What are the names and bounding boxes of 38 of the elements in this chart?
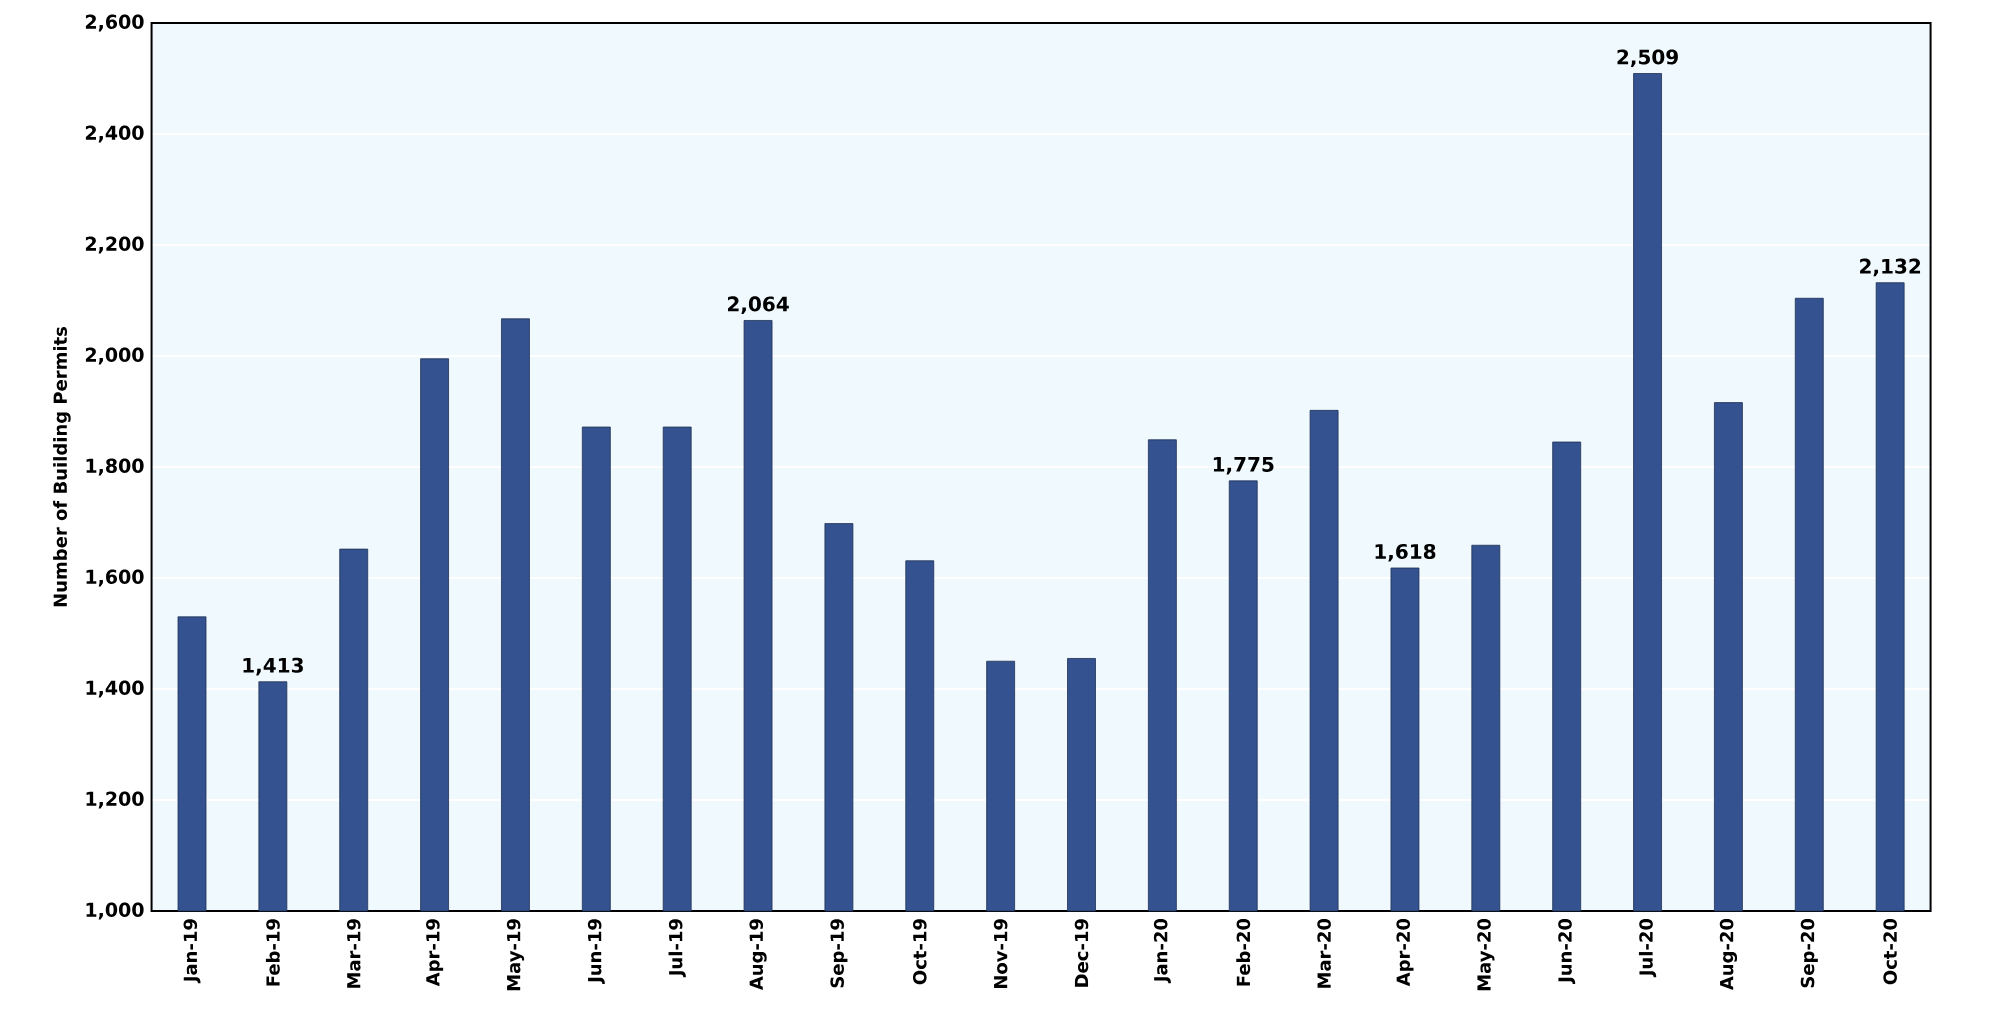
- x-tick-label: Mar-19: [346, 919, 361, 988]
- data-label: 2,064: [727, 296, 789, 315]
- data-label: 2,132: [1860, 258, 1921, 277]
- x-tick-label: Oct-19: [912, 919, 927, 985]
- x-tick-label: Jul-20: [1638, 918, 1657, 978]
- x-tick-label: Apr-19: [426, 919, 444, 987]
- x-tick-label: Jan-20: [1153, 918, 1171, 984]
- data-label: 1,775: [1213, 457, 1274, 475]
- y-axis-title: Number of Building Permits: [53, 326, 71, 607]
- y-tick-label: 2,400: [85, 125, 144, 143]
- y-tick-label: 1,600: [86, 569, 144, 587]
- x-tick-label: Nov-19: [993, 919, 1008, 989]
- y-tick-label: 2,000: [85, 347, 144, 365]
- y-tick-label: 1,200: [86, 791, 144, 809]
- x-tick-label: Jun-20: [1558, 918, 1576, 984]
- x-tick-label: Sep-20: [1800, 918, 1818, 988]
- y-tick-label: 2,200: [85, 236, 144, 254]
- x-tick-label: Jan-19: [183, 919, 201, 984]
- x-tick-label: Jun-19: [587, 919, 605, 984]
- y-tick-label: 1,800: [86, 458, 144, 476]
- x-tick-label: Jul-19: [668, 919, 686, 978]
- x-tick-label: May-20: [1477, 918, 1495, 991]
- x-tick-label: Oct-20: [1883, 918, 1897, 985]
- x-tick-label: Aug-19: [749, 919, 767, 991]
- x-tick-label: Dec-19: [1074, 919, 1089, 987]
- x-tick-label: Feb-19: [265, 919, 280, 986]
- x-tick-label: Apr-20: [1396, 918, 1414, 987]
- y-tick-label: 2,600: [85, 14, 144, 32]
- x-tick-label: Feb-20: [1236, 918, 1251, 986]
- data-label: 1,413: [243, 657, 303, 676]
- x-tick-label: May-19: [506, 919, 525, 991]
- data-label: 2,509: [1617, 49, 1678, 68]
- x-tick-label: Sep-19: [830, 919, 848, 988]
- y-tick-label: 1,400: [86, 680, 144, 698]
- x-tick-label: Mar-20: [1317, 918, 1331, 988]
- y-tick-label: 1,000: [86, 902, 144, 920]
- data-label: 1,618: [1375, 543, 1436, 562]
- x-tick-label: Aug-20: [1719, 918, 1738, 991]
